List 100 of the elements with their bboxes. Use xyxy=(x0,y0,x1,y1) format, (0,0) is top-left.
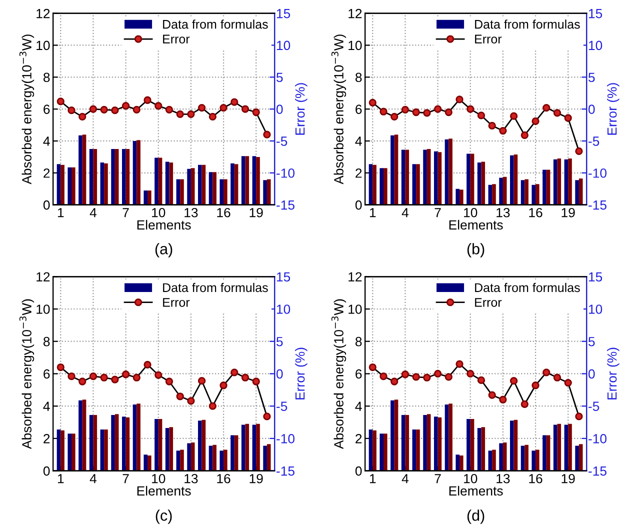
y-tick-label: 12 xyxy=(36,8,50,18)
bar xyxy=(477,162,482,205)
y-tick-label: 4 xyxy=(43,136,50,146)
bar xyxy=(532,450,536,471)
x-tick-label: 4 xyxy=(90,208,96,218)
bar xyxy=(230,435,234,471)
legend-label: Error xyxy=(475,34,502,44)
x-tick-label: 4 xyxy=(90,474,96,484)
bar xyxy=(423,150,427,205)
text: (c) xyxy=(156,510,172,524)
y-axis-title: Absorbed energy(10$^{−3}$W) xyxy=(331,299,346,449)
bar xyxy=(470,419,474,471)
bar xyxy=(220,179,224,205)
bar xyxy=(256,424,260,471)
y-tick-label: 2 xyxy=(44,168,50,178)
bar xyxy=(434,416,438,471)
bar xyxy=(190,168,195,205)
bar xyxy=(148,455,152,471)
y-axis-title: Absorbed energy(10$^{−3}$W) xyxy=(19,34,34,184)
bar xyxy=(198,420,202,471)
bar xyxy=(56,164,61,205)
bar xyxy=(208,446,213,471)
x-axis-title: Elements xyxy=(449,486,503,496)
text: (a) xyxy=(155,243,172,258)
bar xyxy=(557,158,562,205)
bar xyxy=(557,424,562,471)
x-tick-label: 10 xyxy=(464,474,478,484)
y2-tick-label: 15 xyxy=(588,272,602,282)
legend-label: Error xyxy=(163,298,190,307)
x-axis-title: Elements xyxy=(137,486,191,496)
x-tick-label: 13 xyxy=(184,474,198,484)
bar xyxy=(390,135,394,205)
bar xyxy=(380,168,384,205)
bar xyxy=(412,430,416,471)
bar xyxy=(466,419,470,471)
bar xyxy=(564,424,568,471)
bar xyxy=(542,435,546,471)
bar xyxy=(384,434,388,471)
y2-tick-label: 5 xyxy=(588,72,595,82)
bar xyxy=(224,450,228,471)
bar xyxy=(245,424,250,471)
bar xyxy=(448,404,452,471)
x-axis-title: Elements xyxy=(449,220,503,230)
x-tick-label: 10 xyxy=(152,474,166,484)
bar xyxy=(132,404,137,471)
bar xyxy=(60,430,64,471)
y2-tick-label: -10 xyxy=(588,434,607,444)
y2-tick-label: 0 xyxy=(276,369,283,379)
y2-axis-title: Error (%) xyxy=(607,83,620,135)
bar xyxy=(111,148,115,205)
bar xyxy=(575,180,579,205)
bar xyxy=(100,430,104,471)
bar xyxy=(553,424,558,471)
x-tick-label: 16 xyxy=(529,208,542,218)
bar xyxy=(252,156,256,205)
x-tick-label: 13 xyxy=(184,208,198,218)
y2-tick-label: 10 xyxy=(588,40,602,50)
x-axis-title: Elements xyxy=(137,220,191,230)
bar xyxy=(114,148,119,205)
x-tick-label: 1 xyxy=(370,474,376,484)
bar xyxy=(412,164,416,205)
x-tick-label: 16 xyxy=(529,474,542,484)
bar xyxy=(578,444,583,471)
bar xyxy=(126,148,130,205)
y-tick-label: 0 xyxy=(43,466,50,476)
bar xyxy=(488,450,492,471)
bar xyxy=(169,427,174,471)
x-tick-label: 16 xyxy=(217,208,230,218)
bar xyxy=(524,179,528,205)
y-tick-label: 4 xyxy=(355,136,362,146)
bar xyxy=(126,417,130,471)
bar xyxy=(488,184,492,205)
bar xyxy=(384,168,388,205)
bar xyxy=(416,164,420,205)
bar xyxy=(202,420,206,471)
bar xyxy=(60,164,64,205)
legend-label: Data from formulas xyxy=(475,20,580,29)
y2-tick-label: 5 xyxy=(276,337,283,346)
bar xyxy=(546,435,550,471)
y-tick-label: 0 xyxy=(355,466,362,476)
bar xyxy=(190,442,195,471)
bar xyxy=(514,420,518,471)
bar xyxy=(380,434,384,471)
x-tick-label: 13 xyxy=(496,474,510,484)
bar xyxy=(234,164,238,205)
x-tick-label: 19 xyxy=(250,208,263,218)
y-tick-label: 10 xyxy=(348,304,362,314)
bar xyxy=(263,446,267,471)
bar xyxy=(132,140,137,205)
y2-tick-label: -5 xyxy=(276,402,288,412)
y2-tick-label: -15 xyxy=(276,200,294,210)
bar xyxy=(230,163,234,205)
bar xyxy=(208,172,213,205)
bar xyxy=(68,434,72,471)
y2-tick-label: -5 xyxy=(276,136,288,146)
bar xyxy=(169,162,174,205)
bar xyxy=(180,179,184,205)
x-tick-label: 10 xyxy=(152,208,166,218)
bar xyxy=(438,152,442,205)
y-tick-label: 4 xyxy=(355,402,362,411)
